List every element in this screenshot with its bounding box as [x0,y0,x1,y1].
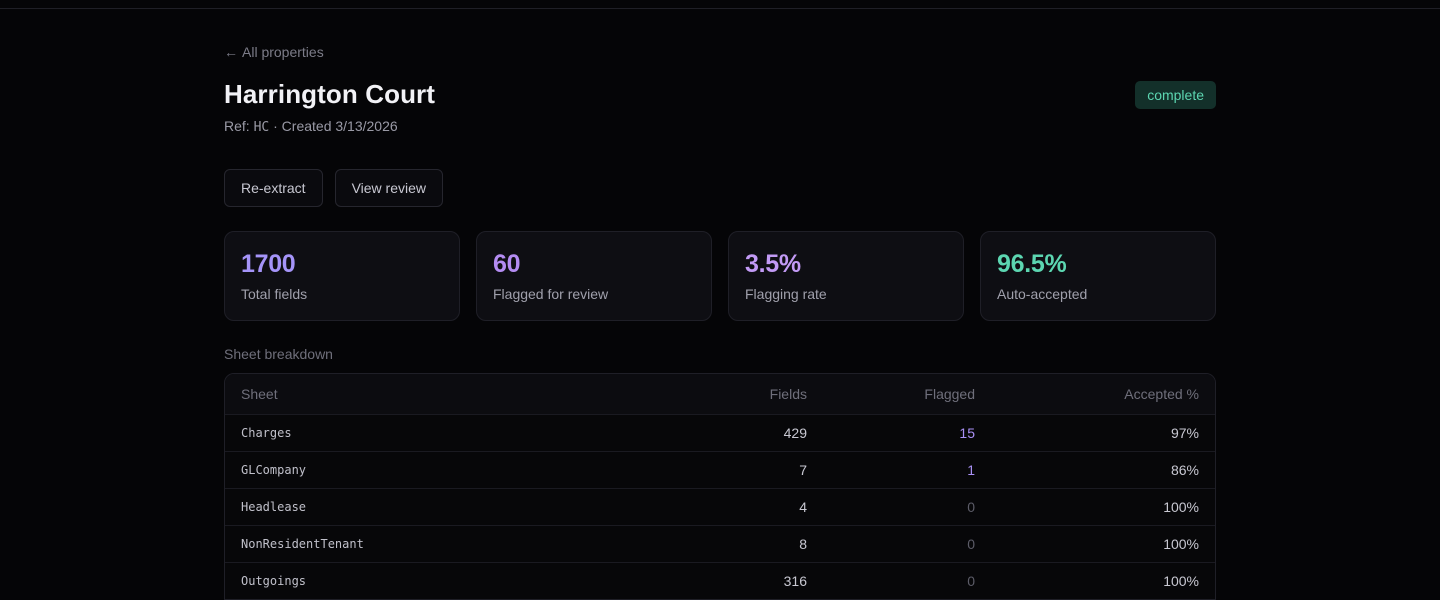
table-header-row: Sheet Fields Flagged Accepted % [225,374,1215,415]
sheet-breakdown-table: Sheet Fields Flagged Accepted % Charges … [224,373,1216,600]
accepted-percent: 100% [991,562,1215,599]
table-row[interactable]: Headlease 4 0 100% [225,488,1215,526]
action-bar: Re-extract View review [224,169,444,207]
flagged-count: 15 [823,414,991,452]
stat-value: 3.5% [745,250,801,278]
column-header-sheet[interactable]: Sheet [241,386,278,402]
stat-value: 1700 [241,250,296,278]
accepted-percent: 86% [991,451,1215,489]
ref-code: HC [253,120,270,135]
stat-card-auto-accepted: 96.5% Auto-accepted [980,231,1216,321]
column-header-flagged[interactable]: Flagged [924,386,975,402]
accepted-percent: 100% [991,488,1215,526]
sheet-name: Headlease [225,488,671,526]
column-header-accepted[interactable]: Accepted % [1124,386,1199,402]
sheet-name: Outgoings [225,562,671,599]
back-link-label: All properties [242,44,324,60]
table-row[interactable]: NonResidentTenant 8 0 100% [225,525,1215,563]
flagged-count: 1 [823,451,991,489]
ref-prefix: Ref: [224,118,254,134]
flagged-count: 0 [823,525,991,563]
property-meta: Ref: HC · Created 3/13/2026 [224,118,398,135]
fields-count: 7 [671,451,823,489]
table-row[interactable]: Charges 429 15 97% [225,414,1215,452]
stat-card-flagged: 60 Flagged for review [476,231,712,321]
flagged-count: 0 [823,488,991,526]
stat-label: Auto-accepted [997,286,1088,302]
accepted-percent: 100% [991,525,1215,563]
table-row[interactable]: GLCompany 7 1 86% [225,451,1215,489]
column-header-fields[interactable]: Fields [769,386,807,402]
arrow-left-icon: ← [224,44,238,60]
fields-count: 429 [671,414,823,452]
sheet-name: Charges [225,414,671,452]
top-nav-bar [0,0,1440,9]
table-row[interactable]: Outgoings 316 0 100% [225,562,1215,599]
back-to-properties-link[interactable]: ← All properties [224,44,324,60]
accepted-percent: 97% [991,414,1215,452]
re-extract-button[interactable]: Re-extract [224,169,323,207]
sheet-name: GLCompany [225,451,671,489]
fields-count: 8 [671,525,823,563]
page-title: Harrington Court [224,79,436,109]
stats-row: 1700 Total fields 60 Flagged for review … [224,231,1216,321]
status-badge: complete [1135,81,1216,109]
stat-label: Flagged for review [493,286,609,302]
section-title: Sheet breakdown [224,346,333,362]
fields-count: 316 [671,562,823,599]
flagged-count: 0 [823,562,991,599]
stat-label: Flagging rate [745,286,827,302]
fields-count: 4 [671,488,823,526]
view-review-button[interactable]: View review [334,169,444,207]
stat-label: Total fields [241,286,308,302]
stat-value: 60 [493,250,521,278]
stat-card-total-fields: 1700 Total fields [224,231,460,321]
sheet-name: NonResidentTenant [225,525,671,563]
stat-value: 96.5% [997,250,1067,278]
created-date: · Created 3/13/2026 [269,118,398,134]
stat-card-flagging-rate: 3.5% Flagging rate [728,231,964,321]
